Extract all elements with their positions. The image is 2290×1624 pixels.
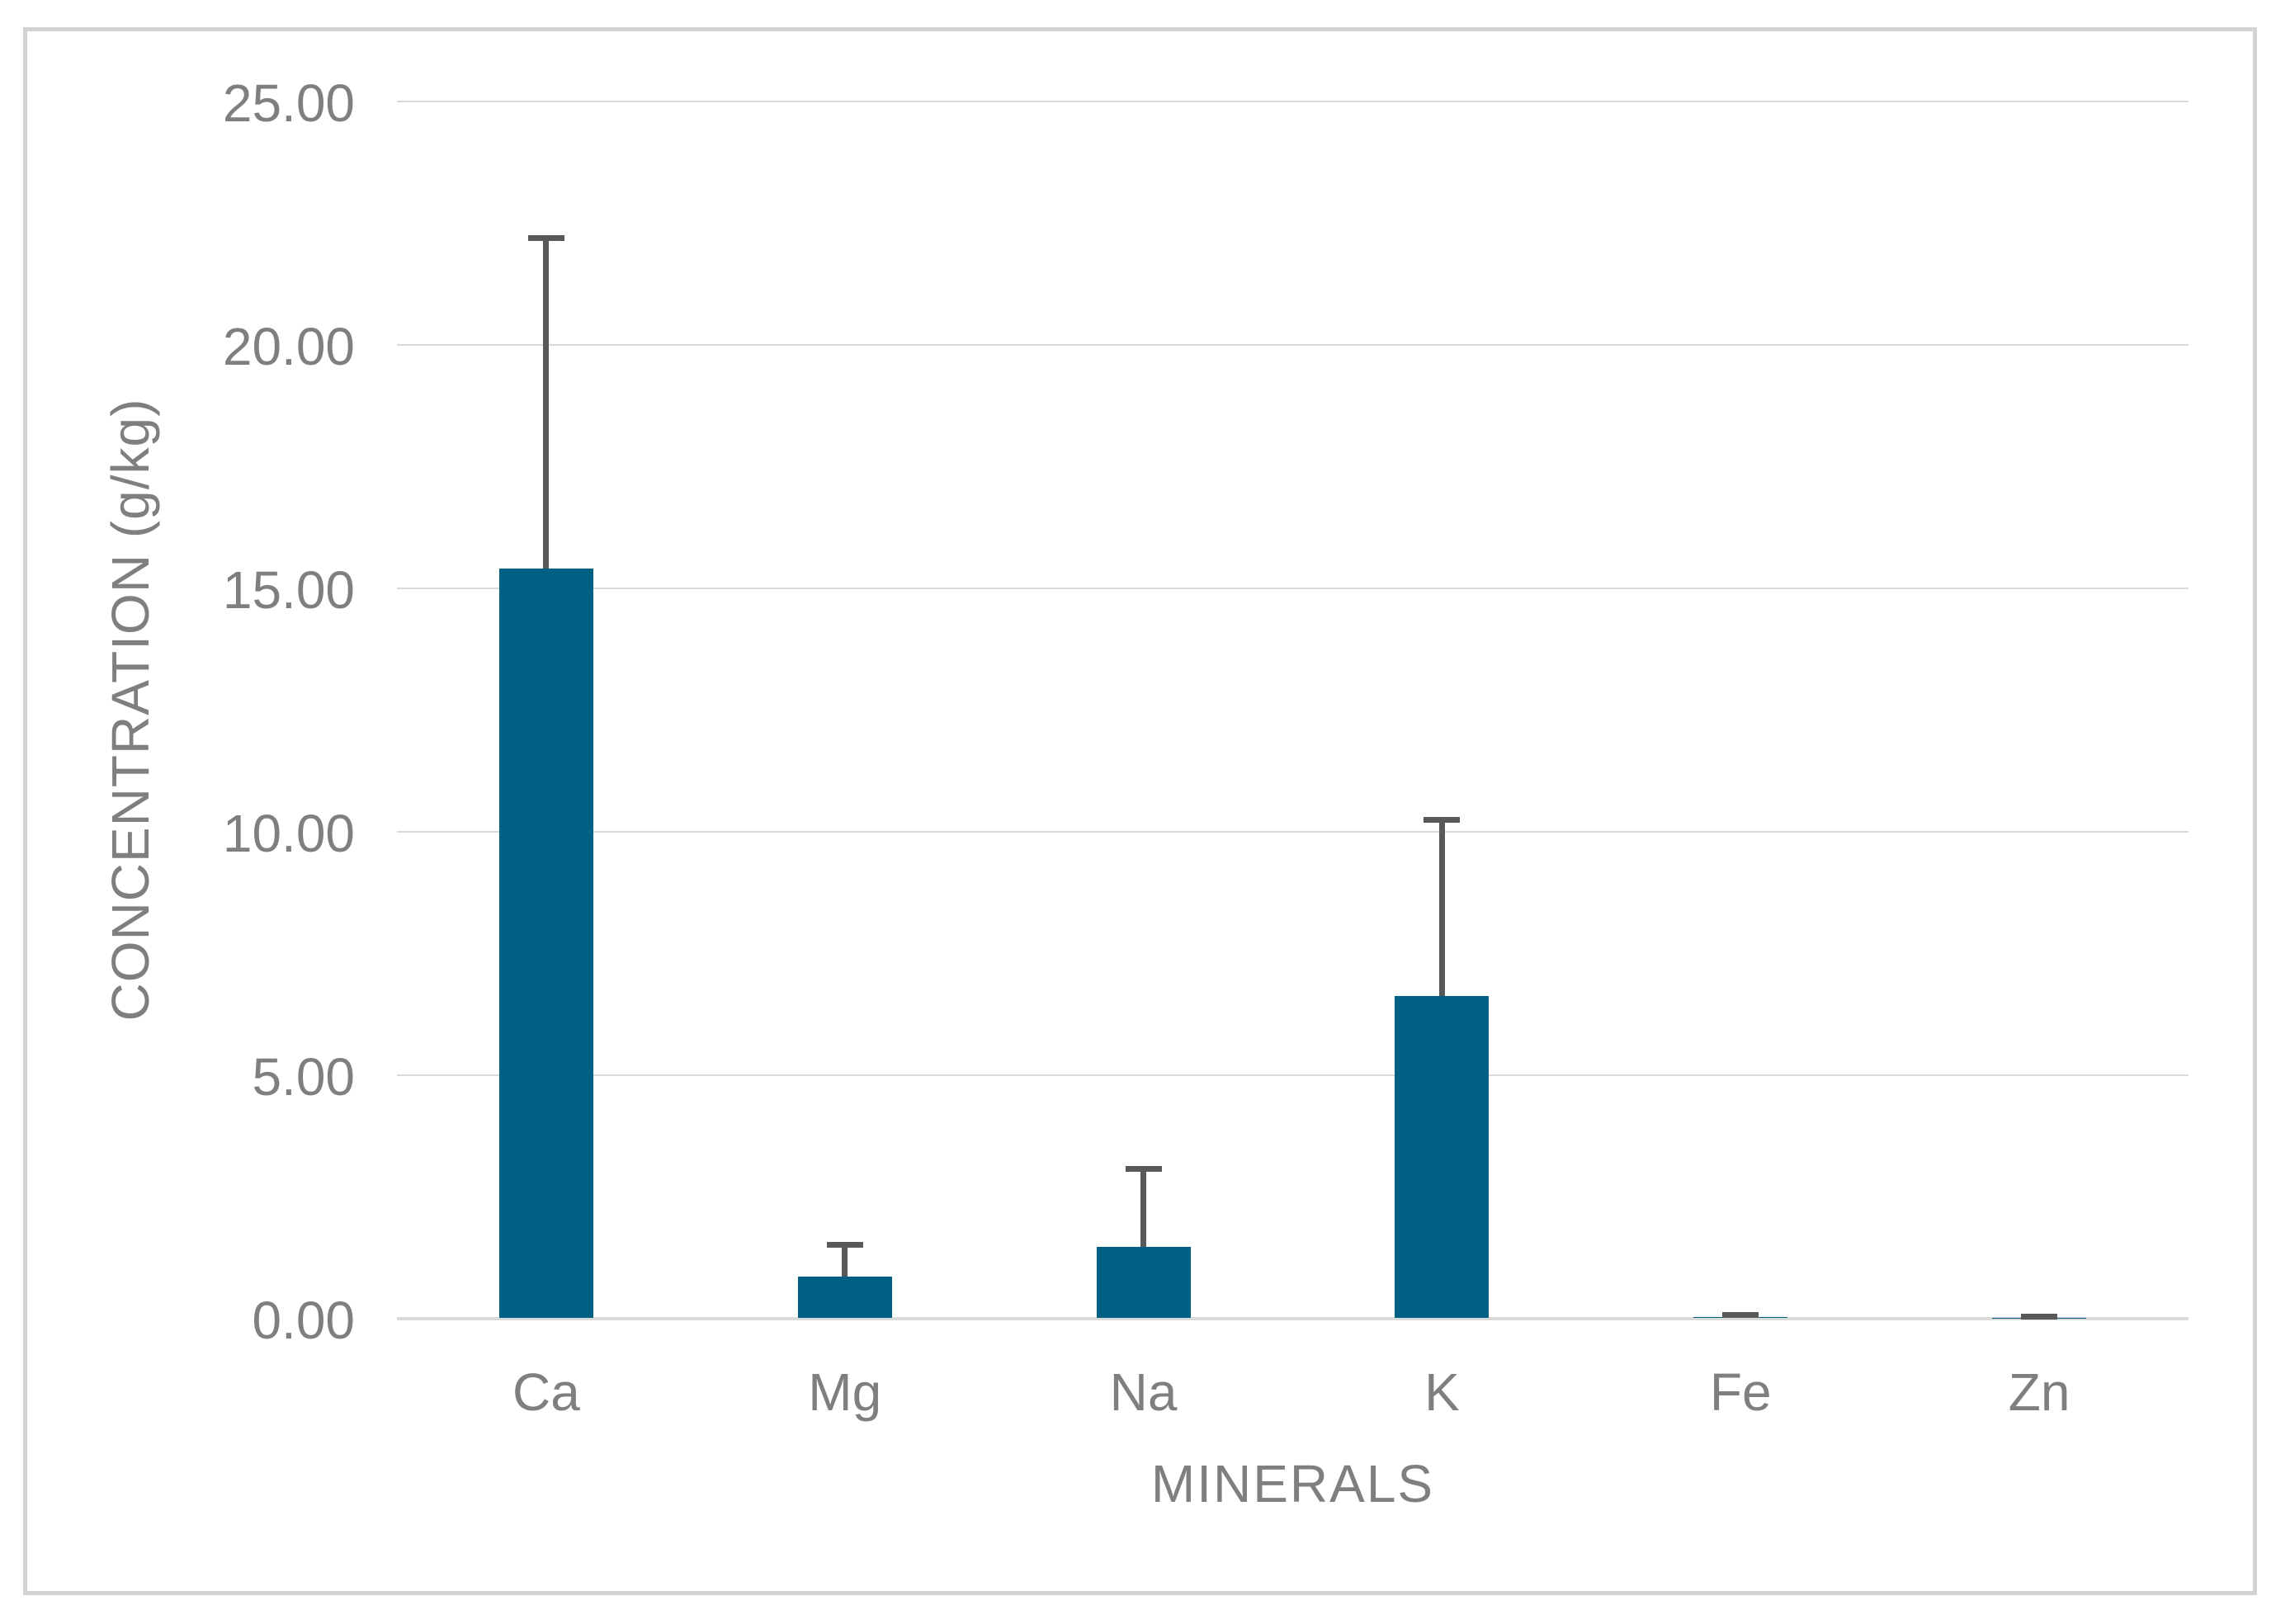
category-label-Ca: Ca	[512, 1362, 580, 1422]
y-axis-title: CONCENTRATION (g/kg)	[101, 398, 160, 1022]
error-bar-cap-Ca	[527, 235, 564, 242]
x-axis-line	[397, 1317, 2188, 1320]
bar-Na	[1096, 1247, 1191, 1318]
category-label-Zn: Zn	[2008, 1362, 2070, 1422]
error-bar-line-Mg	[842, 1244, 848, 1277]
y-tick-label: 15.00	[222, 560, 355, 620]
y-gridline	[397, 588, 2188, 589]
error-bar-cap-Mg	[826, 1242, 863, 1249]
category-label-Na: Na	[1109, 1362, 1178, 1422]
error-bar-line-Ca	[543, 238, 550, 569]
category-label-Mg: Mg	[808, 1362, 882, 1422]
y-tick-label: 20.00	[222, 317, 355, 376]
y-tick-label: 0.00	[252, 1291, 355, 1350]
y-tick-label: 25.00	[222, 73, 355, 133]
y-gridline	[397, 344, 2188, 346]
y-gridline	[397, 1074, 2188, 1076]
category-label-K: K	[1424, 1362, 1460, 1422]
y-tick-label: 5.00	[252, 1047, 355, 1107]
bar-Ca	[498, 568, 593, 1318]
y-gridline	[397, 831, 2188, 833]
bar-Mg	[797, 1277, 892, 1318]
category-label-Fe: Fe	[1709, 1362, 1772, 1422]
error-bar-cap-Na	[1125, 1166, 1162, 1173]
y-tick-label: 10.00	[222, 804, 355, 863]
y-gridline	[397, 101, 2188, 102]
error-bar-line-K	[1438, 819, 1445, 996]
error-bar-cap-Zn	[2021, 1313, 2058, 1320]
x-axis-title: MINERALS	[1150, 1454, 1435, 1513]
error-bar-cap-K	[1424, 817, 1461, 824]
error-bar-line-Na	[1140, 1168, 1147, 1248]
chart-border	[23, 27, 2257, 1595]
error-bar-cap-Fe	[1722, 1312, 1759, 1319]
bar-K	[1395, 995, 1490, 1318]
